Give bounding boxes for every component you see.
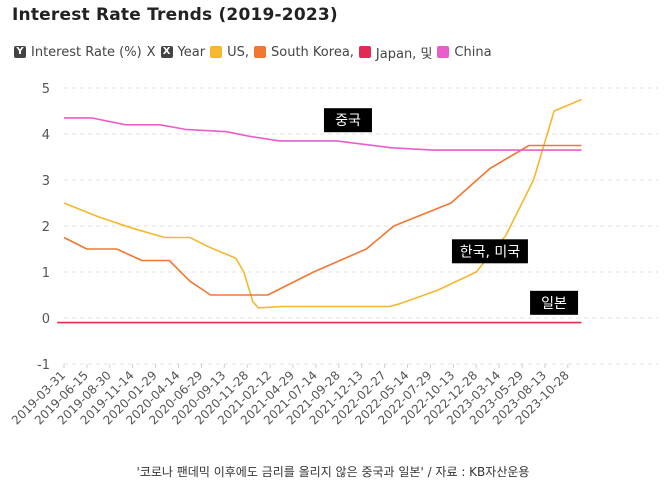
y-tick-label: -1	[37, 358, 50, 373]
legend-axis-separator: X	[146, 44, 156, 60]
legend-label-japan: Japan, 및	[375, 46, 433, 62]
legend-label-us: US,	[227, 44, 250, 60]
legend-item-x-axis[interactable]: X Year	[160, 44, 206, 60]
china-swatch-icon	[437, 46, 450, 58]
chart-title: Interest Rate Trends (2019-2023)	[12, 5, 338, 25]
chart-caption: '코로나 팬데믹 이후에도 금리를 올리지 않은 중국과 일본' / 자료 : …	[136, 465, 530, 479]
series-line-china	[64, 117, 582, 151]
y-tick-label: 5	[42, 82, 50, 97]
annotation-label: 한국, 미국	[460, 244, 521, 260]
annotation-label: 일본	[541, 296, 567, 312]
legend-label-south-korea: South Korea,	[271, 44, 354, 60]
legend-item-south-korea[interactable]: South Korea,	[254, 45, 354, 60]
legend-item-y-axis[interactable]: Y Interest Rate (%)	[14, 45, 142, 60]
legend-item-japan[interactable]: Japan, 및	[358, 43, 433, 62]
legend-label-china: China	[454, 44, 492, 60]
south-korea-swatch-icon	[254, 46, 267, 58]
annotation-box	[530, 290, 579, 315]
us-swatch-icon	[210, 46, 223, 58]
series-line-us	[63, 98, 582, 309]
y-tick-label: 4	[42, 128, 50, 143]
chart-legend: Y Interest Rate (%) X X Year US, South K…	[14, 43, 497, 62]
y-axis-badge-icon: Y	[14, 46, 26, 58]
series-line-south-korea	[63, 144, 582, 296]
japan-swatch-icon	[358, 46, 371, 58]
legend-item-us[interactable]: US,	[210, 45, 249, 60]
y-tick-label: 1	[42, 266, 50, 281]
legend-item-china[interactable]: China	[437, 44, 492, 60]
annotation-label: 중국	[335, 113, 361, 129]
y-tick-label: 3	[42, 174, 50, 189]
annotation-box	[451, 239, 528, 264]
y-tick-label: 0	[42, 312, 50, 327]
legend-label-x-axis: Year	[177, 44, 206, 60]
legend-label-y-axis: Interest Rate (%)	[31, 44, 142, 60]
annotation-box	[323, 108, 372, 133]
y-tick-label: 2	[42, 220, 50, 235]
x-axis-badge-icon: X	[160, 46, 173, 58]
